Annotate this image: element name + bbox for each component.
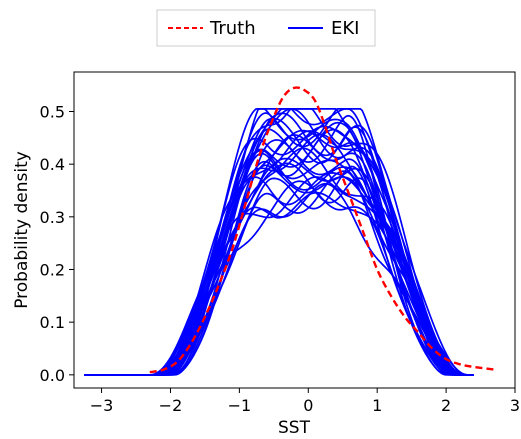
plot-area <box>74 72 515 388</box>
eki-ensemble-line <box>84 159 473 375</box>
x-tick-label: 2 <box>441 396 451 415</box>
y-axis: 0.0 0.1 0.2 0.3 0.4 0.5 <box>40 103 74 385</box>
x-tick-label: −3 <box>90 396 114 415</box>
eki-ensemble-line <box>84 118 473 374</box>
x-axis: −3 −2 −1 0 1 2 3 <box>90 388 520 415</box>
x-tick-label: −1 <box>228 396 252 415</box>
eki-ensemble-line <box>84 154 473 375</box>
x-axis-title: SST <box>278 418 311 438</box>
eki-ensemble-line <box>84 127 473 375</box>
eki-ensemble-line <box>84 163 473 374</box>
legend-label-eki: EKI <box>331 18 360 39</box>
y-tick-label: 0.5 <box>40 103 65 122</box>
x-tick-label: 1 <box>372 396 382 415</box>
eki-ensemble-line <box>84 150 473 375</box>
eki-ensemble-line <box>84 148 473 375</box>
eki-ensemble-line <box>84 113 473 375</box>
eki-ensemble-line <box>84 165 473 375</box>
eki-ensemble-line <box>84 140 473 375</box>
y-tick-label: 0.4 <box>40 155 65 174</box>
x-tick-label: −2 <box>159 396 183 415</box>
legend: Truth EKI <box>157 10 375 46</box>
plot-frame <box>74 72 515 388</box>
y-tick-label: 0.1 <box>40 313 65 332</box>
y-tick-label: 0.3 <box>40 208 65 227</box>
x-tick-label: 0 <box>303 396 313 415</box>
x-tick-label: 3 <box>510 396 520 415</box>
legend-label-truth: Truth <box>209 18 256 39</box>
eki-series <box>84 109 473 375</box>
y-tick-label: 0.2 <box>40 261 65 280</box>
y-tick-label: 0.0 <box>40 366 65 385</box>
y-axis-title: Probability density <box>12 151 32 309</box>
